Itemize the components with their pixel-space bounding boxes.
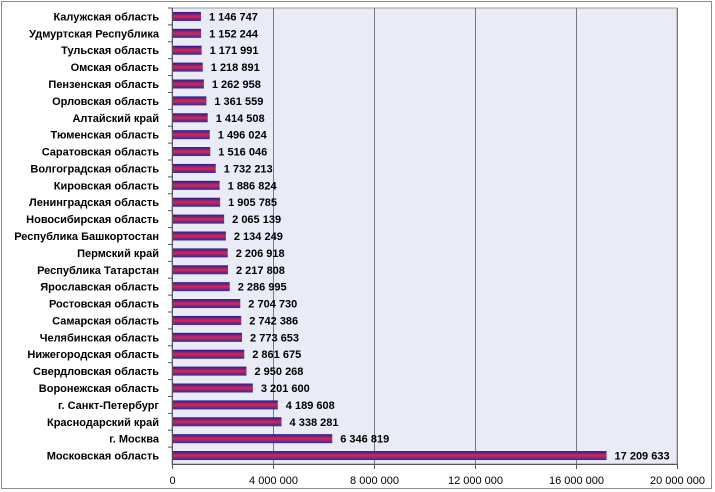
value-label: 2 065 139 (232, 214, 281, 226)
category-label: Ростовская область (49, 299, 159, 311)
value-label: 1 262 958 (212, 79, 261, 91)
value-label: 1 732 213 (224, 163, 273, 175)
value-label: 1 218 891 (211, 62, 260, 74)
bar (173, 79, 204, 89)
value-label: 1 361 559 (214, 96, 263, 108)
value-label: 2 704 730 (248, 299, 297, 311)
x-tick-label: 8 000 000 (350, 475, 399, 487)
bar (173, 332, 243, 342)
category-label: Пензенская область (48, 79, 159, 91)
value-label: 1 496 024 (218, 130, 268, 142)
category-label: Московская область (47, 451, 159, 463)
category-label: Саратовская область (42, 147, 160, 159)
category-label: Алтайский край (72, 113, 159, 125)
bar (173, 130, 210, 140)
value-label: 2 217 808 (236, 265, 285, 277)
category-label: Воронежская область (39, 383, 159, 395)
bar (173, 349, 245, 359)
value-label: 17 209 633 (615, 451, 670, 463)
value-label: 1 146 747 (209, 11, 258, 23)
bar (173, 315, 242, 325)
bar (173, 28, 202, 38)
bar (173, 45, 202, 55)
value-label: 6 346 819 (340, 434, 389, 446)
value-label: 1 414 508 (216, 113, 265, 125)
bar (173, 163, 216, 173)
category-label: Кировская область (54, 180, 159, 192)
bar (173, 417, 282, 427)
value-label: 1 905 785 (228, 197, 277, 209)
x-tick-label: 0 (169, 475, 175, 487)
bar (173, 96, 207, 106)
value-label: 4 189 608 (286, 400, 335, 412)
value-label: 3 201 600 (261, 383, 310, 395)
x-tick-label: 4 000 000 (249, 475, 298, 487)
value-label: 2 950 268 (254, 366, 303, 378)
category-label: Тульская область (61, 45, 159, 57)
category-label: Калужская область (53, 11, 159, 23)
value-label: 1 886 824 (228, 180, 278, 192)
category-label: Пермский край (77, 248, 159, 260)
bar (173, 282, 230, 292)
category-label: Челябинская область (40, 332, 160, 344)
category-label: Самарская область (52, 315, 159, 327)
bar (173, 383, 253, 393)
category-label: Омская область (71, 62, 160, 74)
category-label: Тюменская область (50, 130, 159, 142)
category-label: Ярославская область (40, 282, 159, 294)
value-label: 2 286 995 (238, 282, 287, 294)
bar (173, 231, 226, 241)
bar (173, 299, 241, 309)
bar (173, 197, 221, 207)
bar (173, 451, 607, 461)
x-tick-label: 16 000 000 (549, 475, 604, 487)
category-label: Свердловская область (33, 366, 159, 378)
bar (173, 11, 201, 21)
bar (173, 400, 278, 410)
bar (173, 113, 208, 123)
category-label: Краснодарский край (47, 417, 159, 429)
bar (173, 214, 225, 224)
category-label: Нижегородская область (27, 349, 159, 361)
bar (173, 180, 220, 190)
bar (173, 62, 203, 72)
x-tick-label: 20 000 000 (650, 475, 705, 487)
category-label: Республика Татарстан (37, 265, 159, 277)
value-label: 2 861 675 (252, 349, 301, 361)
category-label: Новосибирская область (26, 214, 159, 226)
bar (173, 366, 247, 376)
category-label: Орловская область (52, 96, 159, 108)
category-label: г. Москва (109, 434, 160, 446)
x-tick-label: 12 000 000 (448, 475, 503, 487)
value-label: 2 206 918 (236, 248, 285, 260)
value-label: 2 134 249 (234, 231, 283, 243)
value-label: 1 152 244 (209, 28, 259, 40)
bar (173, 434, 333, 444)
value-label: 1 516 046 (218, 147, 267, 159)
category-label: г. Санкт-Петербург (58, 400, 159, 412)
value-label: 2 742 386 (249, 315, 298, 327)
category-label: Волгоградская область (30, 163, 159, 175)
value-label: 2 773 653 (250, 332, 299, 344)
bar (173, 248, 228, 258)
category-label: Ленинградская область (29, 197, 159, 209)
category-label: Республика Башкортостан (14, 231, 159, 243)
bar (173, 147, 211, 157)
bar (173, 265, 228, 275)
value-label: 1 171 991 (210, 45, 259, 57)
category-label: Удмуртская Республика (29, 28, 160, 40)
value-label: 4 338 281 (290, 417, 339, 429)
plot-area (171, 7, 678, 465)
